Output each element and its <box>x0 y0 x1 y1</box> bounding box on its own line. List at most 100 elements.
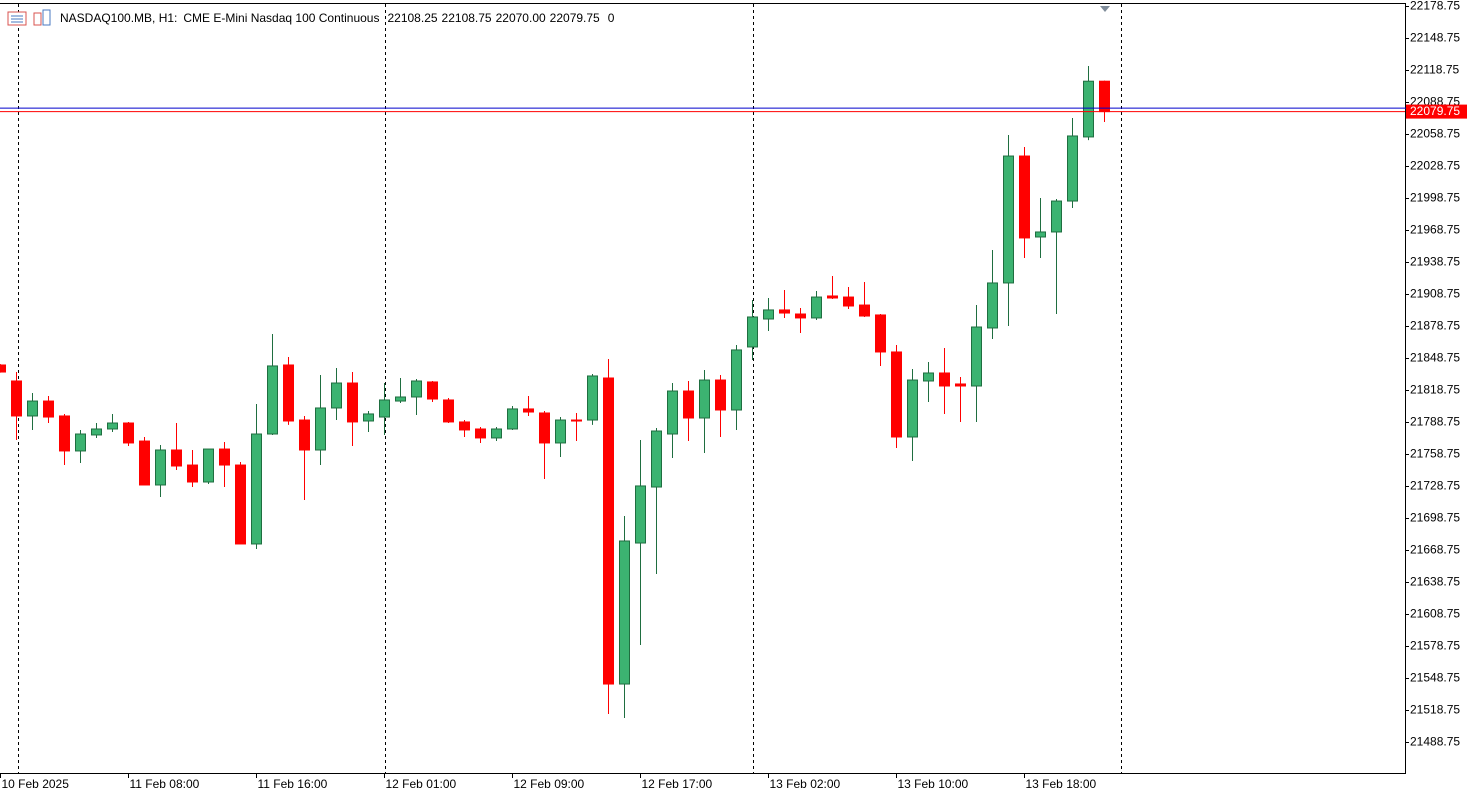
y-tick-label: 21698.75 <box>1410 511 1460 525</box>
candle-body <box>811 296 822 319</box>
candle-body <box>987 282 998 329</box>
candle-body <box>923 372 934 382</box>
y-tick-label: 22028.75 <box>1410 159 1460 173</box>
candle-body <box>155 449 166 486</box>
y-tick-label: 22058.75 <box>1410 127 1460 141</box>
candle-body <box>27 400 38 417</box>
candle-body <box>699 379 710 419</box>
candle-body <box>667 390 678 435</box>
candle-body <box>603 377 614 685</box>
candle-body <box>1003 155 1014 284</box>
x-tick-label: 13 Feb 10:00 <box>898 777 969 791</box>
candle-body <box>1099 80 1110 113</box>
candle-body <box>379 399 390 418</box>
candle-body <box>875 314 886 353</box>
y-tick-label: 21878.75 <box>1410 319 1460 333</box>
candle-body <box>203 448 214 483</box>
candle-body <box>635 485 646 544</box>
candle-body <box>555 419 566 444</box>
y-tick-label: 22178.75 <box>1410 0 1460 13</box>
x-tick-label: 12 Feb 09:00 <box>514 777 585 791</box>
candle-body <box>363 413 374 422</box>
y-tick-label: 22148.75 <box>1410 31 1460 45</box>
ohlc-low: 22070.00 <box>496 11 546 25</box>
shift-marker <box>1100 6 1110 12</box>
candle-body <box>683 390 694 419</box>
candle-body <box>11 380 22 417</box>
candle-body <box>475 428 486 439</box>
candle-body <box>971 326 982 387</box>
candle-body <box>955 383 966 387</box>
candle-body <box>0 364 6 373</box>
candle-body <box>219 448 230 466</box>
candle-body <box>891 351 902 438</box>
candle-body <box>171 449 182 467</box>
candle-body <box>1035 231 1046 238</box>
candle-body <box>427 381 438 400</box>
candle-body <box>459 421 470 431</box>
candle-body <box>1067 135 1078 202</box>
candle-body <box>939 372 950 387</box>
y-tick-label: 21938.75 <box>1410 255 1460 269</box>
x-tick-label: 13 Feb 18:00 <box>1026 777 1097 791</box>
chart-header: NASDAQ100.MB, H1: CME E-Mini Nasdaq 100 C… <box>60 11 615 25</box>
candle-body <box>91 428 102 436</box>
y-tick-label: 21548.75 <box>1410 671 1460 685</box>
ohlc-close: 22079.75 <box>550 11 600 25</box>
x-tick-label: 12 Feb 01:00 <box>386 777 457 791</box>
y-tick-label: 21908.75 <box>1410 287 1460 301</box>
y-tick-label: 21968.75 <box>1410 223 1460 237</box>
symbol: NASDAQ100.MB, H1: <box>60 11 177 25</box>
candle-body <box>139 440 150 486</box>
ohlc-high: 22108.75 <box>442 11 492 25</box>
candle-body <box>1019 155 1030 239</box>
candle-body <box>347 382 358 423</box>
candle-body <box>75 433 86 452</box>
candle-body <box>411 380 422 398</box>
candle-body <box>331 382 342 409</box>
ohlc-open: 22108.25 <box>387 11 437 25</box>
candle-body <box>779 309 790 314</box>
y-tick-label: 21788.75 <box>1410 415 1460 429</box>
y-tick-label: 21608.75 <box>1410 607 1460 621</box>
candle-body <box>1083 80 1094 138</box>
candle-body <box>1051 200 1062 233</box>
candle-body <box>491 428 502 439</box>
candle-body <box>443 399 454 423</box>
candles <box>0 65 1110 718</box>
y-tick-label: 21668.75 <box>1410 543 1460 557</box>
axes: 22178.7522148.7522118.7522088.7522058.75… <box>0 0 1460 791</box>
candle-body <box>507 408 518 430</box>
candle-body <box>299 419 310 451</box>
x-tick-label: 10 Feb 2025 <box>2 777 70 791</box>
candle-body <box>43 400 54 418</box>
y-tick-label: 21638.75 <box>1410 575 1460 589</box>
x-tick-label: 11 Feb 16:00 <box>258 777 328 791</box>
candle-body <box>107 422 118 430</box>
candle-body <box>59 415 70 452</box>
icon-bar <box>42 9 51 26</box>
x-tick-label: 12 Feb 17:00 <box>642 777 713 791</box>
candle-body <box>827 295 838 299</box>
y-tick-label: 21848.75 <box>1410 351 1460 365</box>
candle-body <box>283 364 294 422</box>
candle-body <box>539 412 550 444</box>
candle-body <box>715 379 726 411</box>
candle-body <box>187 464 198 483</box>
y-tick-label: 22118.75 <box>1410 63 1459 77</box>
candle-body <box>731 349 742 411</box>
header-icons <box>7 9 51 26</box>
candle-body <box>843 296 854 307</box>
candle-body <box>795 313 806 319</box>
candle-body <box>571 419 582 422</box>
tick-volume: 0 <box>608 11 615 25</box>
candle-body <box>859 304 870 317</box>
candle-body <box>315 407 326 451</box>
price-lines: 22079.75 <box>0 104 1467 119</box>
y-tick-label: 21818.75 <box>1410 383 1460 397</box>
last-price-label: 22079.75 <box>1410 104 1460 118</box>
candle-body <box>267 365 278 435</box>
candle-body <box>907 379 918 438</box>
y-tick-label: 21998.75 <box>1410 191 1460 205</box>
